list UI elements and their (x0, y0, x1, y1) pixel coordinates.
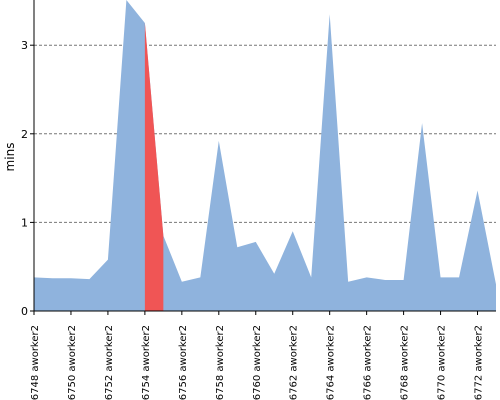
x-tick-label: #6754 aworker2 (141, 325, 152, 400)
x-tick-label: #6752 aworker2 (104, 325, 115, 400)
y-tick-label-0: 0 (21, 305, 28, 318)
y-axis-title: mins (3, 143, 17, 172)
x-tick-label: #6758 aworker2 (215, 325, 226, 400)
x-tick-label: #6768 aworker2 (400, 325, 411, 400)
axis-layer (30, 0, 496, 315)
x-tick-label: #6750 aworker2 (67, 325, 78, 400)
x-tick-label: #6770 aworker2 (437, 325, 448, 400)
label-layer: 0 1 2 3 #6748 aworker2 #6750 aworker2 #6752 aw… (21, 39, 485, 400)
series-area (34, 0, 496, 311)
area-layer (34, 0, 496, 312)
x-tick-label: #6772 aworker2 (474, 325, 485, 400)
x-tick-label: #6762 aworker2 (289, 325, 300, 400)
x-tick-label: #6764 aworker2 (326, 325, 337, 400)
x-tick-label: #6766 aworker2 (363, 325, 374, 400)
x-tick-label: #6756 aworker2 (178, 325, 189, 400)
y-tick-label-1: 1 (21, 216, 28, 229)
highlight-area (144, 23, 164, 312)
x-tick-label: #6760 aworker2 (252, 325, 263, 400)
y-tick-label-2: 2 (21, 128, 28, 141)
x-tick-label: #6748 aworker2 (30, 325, 41, 400)
y-tick-label-3: 3 (21, 39, 28, 52)
